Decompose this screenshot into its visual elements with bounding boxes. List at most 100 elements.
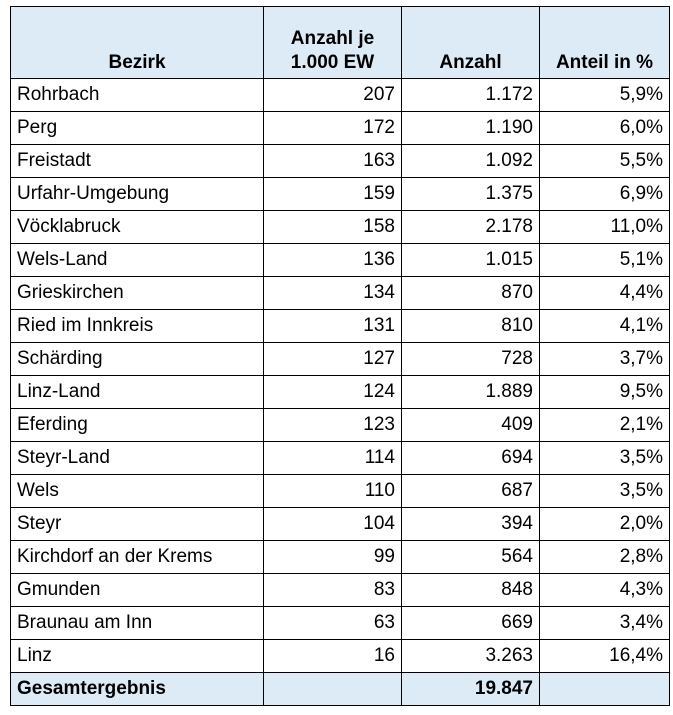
cell-count: 2.178 xyxy=(401,210,540,244)
cell-count: 1.015 xyxy=(401,243,540,277)
header-bezirk: Bezirk xyxy=(10,6,264,79)
cell-bezirk: Gmunden xyxy=(10,573,264,607)
cell-bezirk: Eferding xyxy=(10,408,264,442)
table-row: Braunau am Inn 63 669 3,4% xyxy=(10,606,670,640)
cell-rate: 110 xyxy=(263,474,402,508)
cell-share: 2,0% xyxy=(539,507,670,541)
cell-share: 5,1% xyxy=(539,243,670,277)
cell-count: 810 xyxy=(401,309,540,343)
cell-share: 3,4% xyxy=(539,606,670,640)
cell-share: 5,9% xyxy=(539,78,670,112)
table-row: Vöcklabruck 158 2.178 11,0% xyxy=(10,210,670,244)
cell-count: 3.263 xyxy=(401,639,540,673)
cell-rate: 131 xyxy=(263,309,402,343)
cell-count: 1.092 xyxy=(401,144,540,178)
cell-share: 6,0% xyxy=(539,111,670,145)
cell-rate: 163 xyxy=(263,144,402,178)
cell-rate: 207 xyxy=(263,78,402,112)
cell-bezirk: Grieskirchen xyxy=(10,276,264,310)
cell-count: 409 xyxy=(401,408,540,442)
cell-rate: 159 xyxy=(263,177,402,211)
cell-bezirk: Steyr xyxy=(10,507,264,541)
cell-count: 669 xyxy=(401,606,540,640)
table-row: Urfahr-Umgebung 159 1.375 6,9% xyxy=(10,177,670,211)
cell-count: 848 xyxy=(401,573,540,607)
table-row: Steyr 104 394 2,0% xyxy=(10,507,670,541)
cell-count: 394 xyxy=(401,507,540,541)
table-row: Steyr-Land 114 694 3,5% xyxy=(10,441,670,475)
cell-share: 16,4% xyxy=(539,639,670,673)
cell-share: 3,5% xyxy=(539,441,670,475)
table-header: Bezirk Anzahl je 1.000 EW Anzahl Anteil i… xyxy=(10,6,670,79)
table-row: Wels 110 687 3,5% xyxy=(10,474,670,508)
cell-bezirk: Linz-Land xyxy=(10,375,264,409)
cell-bezirk: Wels-Land xyxy=(10,243,264,277)
table-row: Eferding 123 409 2,1% xyxy=(10,408,670,442)
cell-count: 687 xyxy=(401,474,540,508)
cell-share: 11,0% xyxy=(539,210,670,244)
cell-rate: 63 xyxy=(263,606,402,640)
total-row: Gesamtergebnis 19.847 xyxy=(10,672,670,706)
cell-count: 564 xyxy=(401,540,540,574)
total-share xyxy=(539,672,670,706)
cell-bezirk: Linz xyxy=(10,639,264,673)
cell-rate: 114 xyxy=(263,441,402,475)
table-row: Ried im Innkreis 131 810 4,1% xyxy=(10,309,670,343)
table-row: Schärding 127 728 3,7% xyxy=(10,342,670,376)
header-share: Anteil in % xyxy=(539,6,670,79)
cell-rate: 124 xyxy=(263,375,402,409)
cell-share: 5,5% xyxy=(539,144,670,178)
cell-share: 2,1% xyxy=(539,408,670,442)
cell-count: 1.190 xyxy=(401,111,540,145)
cell-bezirk: Urfahr-Umgebung xyxy=(10,177,264,211)
total-rate xyxy=(263,672,402,706)
cell-rate: 104 xyxy=(263,507,402,541)
table-row: Gmunden 83 848 4,3% xyxy=(10,573,670,607)
header-rate-line1: Anzahl je xyxy=(290,28,375,49)
cell-share: 4,3% xyxy=(539,573,670,607)
table-row: Linz 16 3.263 16,4% xyxy=(10,639,670,673)
cell-count: 728 xyxy=(401,342,540,376)
cell-bezirk: Schärding xyxy=(10,342,264,376)
cell-share: 3,7% xyxy=(539,342,670,376)
cell-count: 694 xyxy=(401,441,540,475)
cell-rate: 127 xyxy=(263,342,402,376)
cell-share: 6,9% xyxy=(539,177,670,211)
cell-share: 9,5% xyxy=(539,375,670,409)
cell-rate: 99 xyxy=(263,540,402,574)
table-footer: Gesamtergebnis 19.847 xyxy=(10,672,670,706)
cell-count: 1.375 xyxy=(401,177,540,211)
cell-rate: 136 xyxy=(263,243,402,277)
total-label: Gesamtergebnis xyxy=(10,672,264,706)
table-row: Linz-Land 124 1.889 9,5% xyxy=(10,375,670,409)
cell-count: 1.889 xyxy=(401,375,540,409)
cell-share: 4,1% xyxy=(539,309,670,343)
cell-share: 4,4% xyxy=(539,276,670,310)
cell-bezirk: Kirchdorf an der Krems xyxy=(10,540,264,574)
table-row: Grieskirchen 134 870 4,4% xyxy=(10,276,670,310)
table-row: Wels-Land 136 1.015 5,1% xyxy=(10,243,670,277)
header-rate-per-1000: Anzahl je 1.000 EW xyxy=(263,6,402,79)
cell-count: 1.172 xyxy=(401,78,540,112)
district-table: Bezirk Anzahl je 1.000 EW Anzahl Anteil i… xyxy=(10,6,670,706)
header-count: Anzahl xyxy=(401,6,540,79)
total-count: 19.847 xyxy=(401,672,540,706)
cell-bezirk: Wels xyxy=(10,474,264,508)
cell-count: 870 xyxy=(401,276,540,310)
table-row: Perg 172 1.190 6,0% xyxy=(10,111,670,145)
cell-share: 2,8% xyxy=(539,540,670,574)
cell-rate: 16 xyxy=(263,639,402,673)
cell-bezirk: Ried im Innkreis xyxy=(10,309,264,343)
header-rate-line2: 1.000 EW xyxy=(290,52,375,73)
cell-rate: 172 xyxy=(263,111,402,145)
cell-bezirk: Steyr-Land xyxy=(10,441,264,475)
cell-share: 3,5% xyxy=(539,474,670,508)
cell-rate: 134 xyxy=(263,276,402,310)
table-row: Kirchdorf an der Krems 99 564 2,8% xyxy=(10,540,670,574)
cell-rate: 123 xyxy=(263,408,402,442)
header-row: Bezirk Anzahl je 1.000 EW Anzahl Anteil i… xyxy=(10,6,670,79)
cell-bezirk: Rohrbach xyxy=(10,78,264,112)
table-row: Rohrbach 207 1.172 5,9% xyxy=(10,78,670,112)
cell-bezirk: Braunau am Inn xyxy=(10,606,264,640)
cell-rate: 83 xyxy=(263,573,402,607)
